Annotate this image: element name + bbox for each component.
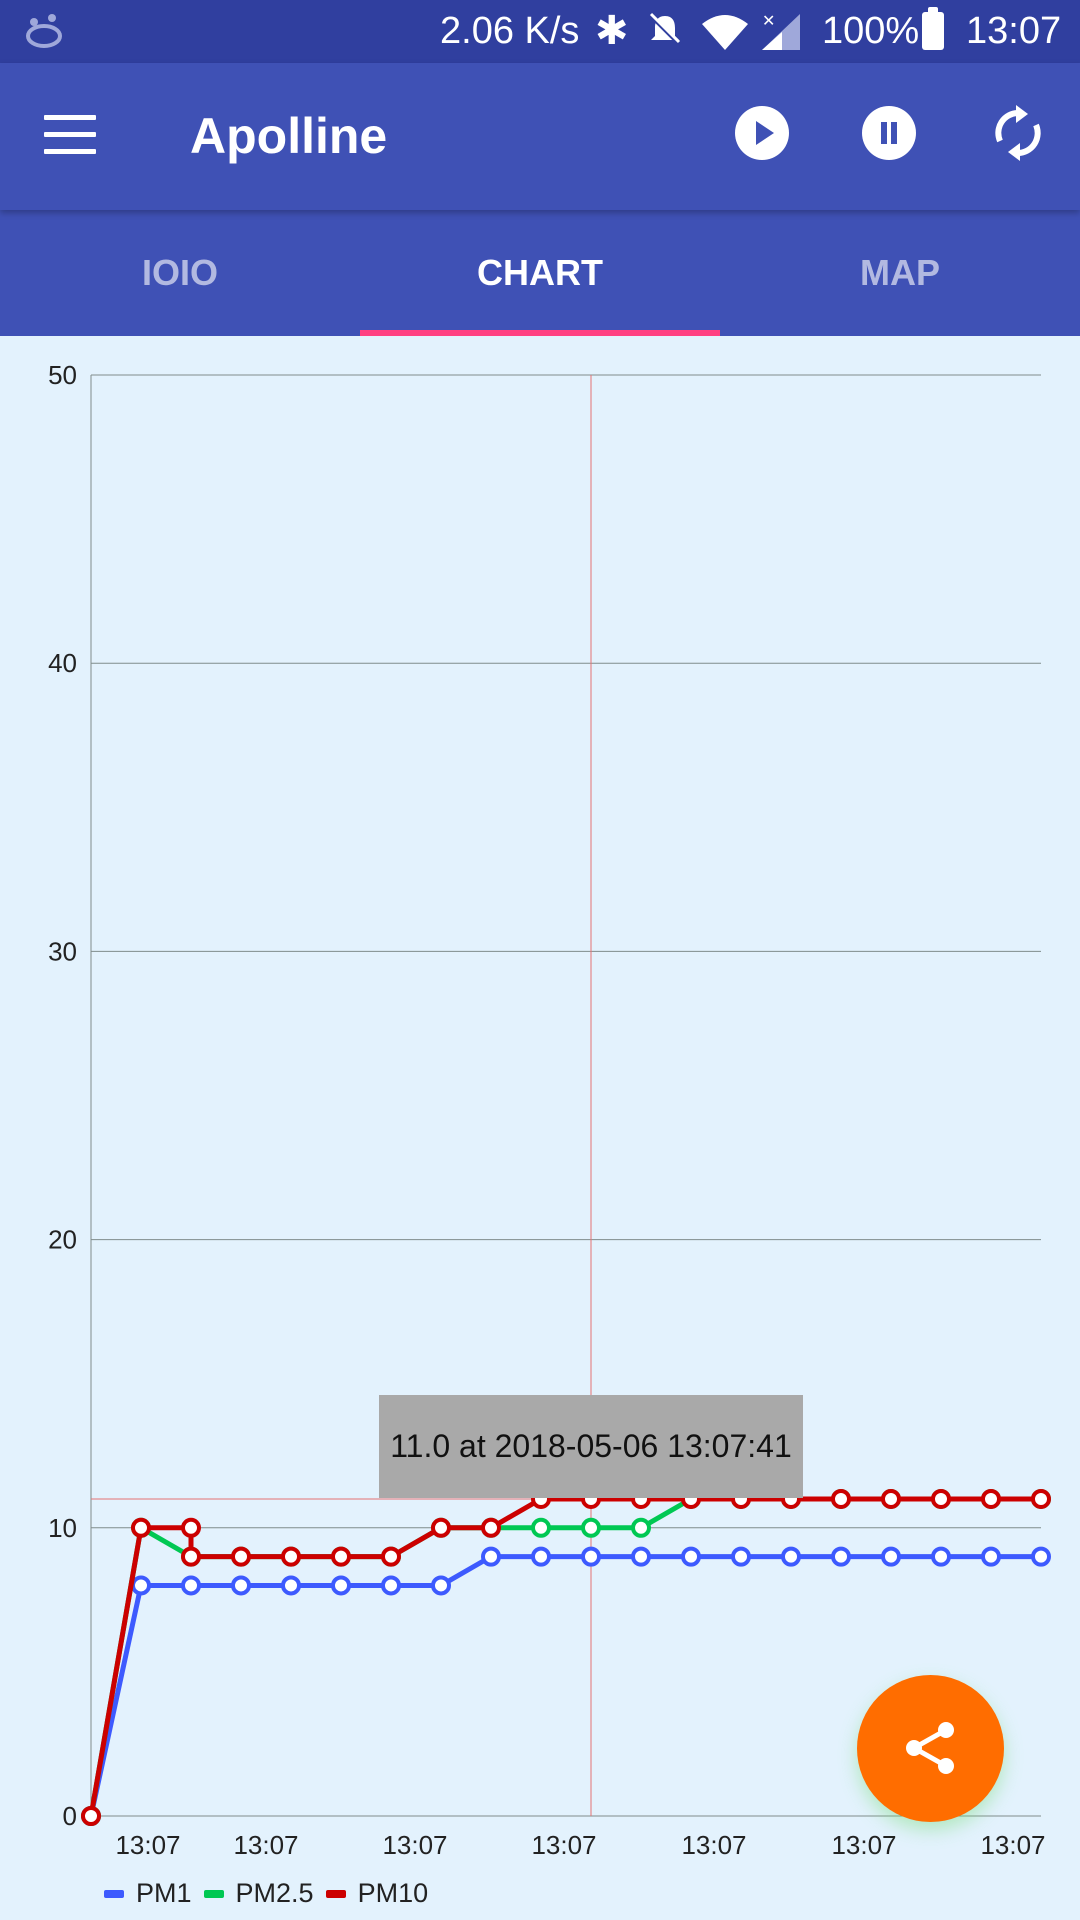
data-point-pm1 xyxy=(831,1546,851,1567)
y-tick-label: 0 xyxy=(63,1801,77,1831)
svg-text:✕: ✕ xyxy=(762,12,775,30)
chart-area[interactable]: 0 10 20 30 40 50 13:07 13:07 13:07 13:07 13:07 13:0… xyxy=(0,336,1080,1920)
y-tick-label: 20 xyxy=(48,1225,77,1255)
x-tick-label: 13:07 xyxy=(831,1830,896,1860)
tab-bar: IOIO CHART MAP xyxy=(0,210,1080,336)
data-point-pm10 xyxy=(131,1517,151,1538)
legend-swatch-pm10 xyxy=(325,1889,346,1898)
x-tick-label: 13:07 xyxy=(382,1830,447,1860)
data-point-pm10 xyxy=(331,1546,351,1567)
bluetooth-icon: ✱ xyxy=(595,9,629,53)
legend-item-pm1: PM1 xyxy=(104,1878,192,1909)
data-point-pm25 xyxy=(531,1517,551,1538)
data-point-pm10 xyxy=(231,1546,251,1567)
data-point-pm1 xyxy=(981,1546,1001,1567)
legend-item-pm10: PM10 xyxy=(325,1878,429,1909)
app-title: Apolline xyxy=(190,108,388,164)
data-point-pm1 xyxy=(931,1546,951,1567)
data-point-pm1 xyxy=(1031,1546,1051,1567)
data-point-pm10 xyxy=(481,1517,501,1538)
signal-icon: ✕ xyxy=(762,12,800,50)
data-point-pm1 xyxy=(331,1575,351,1596)
legend-swatch-pm25 xyxy=(203,1889,224,1898)
x-tick-label: 13:07 xyxy=(233,1830,298,1860)
y-tick-label: 30 xyxy=(48,936,77,966)
data-point-pm10 xyxy=(181,1546,201,1567)
data-point-pm10 xyxy=(281,1546,301,1567)
data-point-pm25 xyxy=(631,1517,651,1538)
x-tick-label: 13:07 xyxy=(531,1830,596,1860)
data-point-pm10 xyxy=(1031,1488,1051,1509)
pause-icon[interactable] xyxy=(862,106,916,160)
data-point-pm10 xyxy=(831,1488,851,1509)
data-point-pm1 xyxy=(581,1546,601,1567)
bell-off-icon xyxy=(649,12,681,46)
data-point-pm1 xyxy=(881,1546,901,1567)
data-point-pm1 xyxy=(531,1546,551,1567)
x-tick-label: 13:07 xyxy=(115,1830,180,1860)
legend-label-pm25: PM2.5 xyxy=(235,1878,314,1908)
data-point-pm10 xyxy=(931,1488,951,1509)
y-tick-label: 40 xyxy=(48,648,77,678)
sync-icon[interactable] xyxy=(990,105,1046,161)
share-icon xyxy=(906,1722,954,1774)
tab-map[interactable]: MAP xyxy=(860,252,940,293)
data-point-pm1 xyxy=(781,1546,801,1567)
data-point-pm10 xyxy=(431,1517,451,1538)
app-icon xyxy=(26,14,62,48)
network-speed: 2.06 K/s xyxy=(440,10,580,52)
tab-ioio[interactable]: IOIO xyxy=(141,252,218,293)
play-icon[interactable] xyxy=(735,106,789,160)
wifi-icon xyxy=(702,15,748,50)
line-chart[interactable]: 0 10 20 30 40 50 13:07 13:07 13:07 13:07 13:07 13:0… xyxy=(0,336,1080,1920)
share-button[interactable] xyxy=(857,1675,1004,1822)
data-point-pm25 xyxy=(581,1517,601,1538)
y-tick-label: 50 xyxy=(48,360,77,390)
chart-legend: PM1 PM2.5 PM10 xyxy=(104,1878,440,1909)
data-point-pm10 xyxy=(181,1517,201,1538)
data-point-pm1 xyxy=(431,1575,451,1596)
app-bar: Apolline xyxy=(0,63,1080,210)
data-point-pm1 xyxy=(381,1575,401,1596)
status-clock: 13:07 xyxy=(966,10,1062,52)
data-point-pm10 xyxy=(381,1546,401,1567)
y-tick-label: 10 xyxy=(48,1513,77,1543)
battery-percent: 100% xyxy=(822,10,920,52)
legend-item-pm25: PM2.5 xyxy=(203,1878,314,1909)
data-point-pm1 xyxy=(231,1575,251,1596)
legend-swatch-pm1 xyxy=(104,1889,124,1898)
chart-tooltip: 11.0 at 2018-05-06 13:07:41 xyxy=(379,1395,803,1498)
data-point-pm10 xyxy=(981,1488,1001,1509)
status-bar: 2.06 K/s ✱ ✕ 100% 13:07 xyxy=(0,0,1080,63)
battery-icon xyxy=(922,7,944,50)
legend-label-pm10: PM10 xyxy=(357,1878,429,1908)
data-point-pm1 xyxy=(131,1575,151,1596)
menu-icon[interactable] xyxy=(44,115,96,155)
data-point-pm1 xyxy=(631,1546,651,1567)
x-tick-label: 13:07 xyxy=(681,1830,746,1860)
data-point-pm1 xyxy=(481,1546,501,1567)
data-point-pm1 xyxy=(181,1575,201,1596)
data-point-pm10 xyxy=(881,1488,901,1509)
legend-label-pm1: PM1 xyxy=(136,1878,192,1908)
x-tick-label: 13:07 xyxy=(980,1830,1045,1860)
data-point-pm1 xyxy=(281,1575,301,1596)
data-point-pm1 xyxy=(681,1546,701,1567)
tab-chart[interactable]: CHART xyxy=(477,252,603,293)
data-point-pm10 xyxy=(81,1806,101,1826)
data-point-pm1 xyxy=(731,1546,751,1567)
tab-indicator xyxy=(360,330,720,336)
